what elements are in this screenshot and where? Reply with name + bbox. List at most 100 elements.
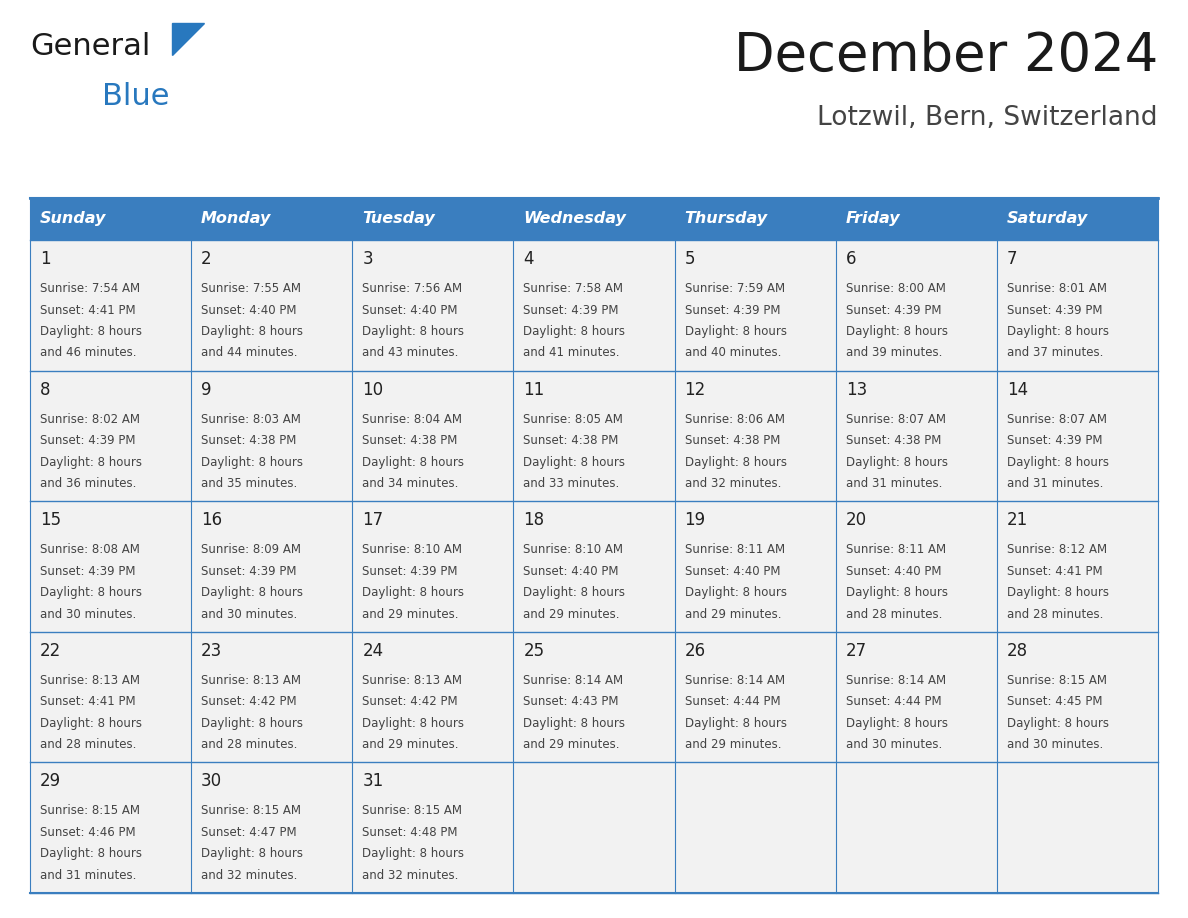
Text: Daylight: 8 hours: Daylight: 8 hours — [362, 717, 465, 730]
Text: and 34 minutes.: and 34 minutes. — [362, 477, 459, 490]
Bar — [675, 763, 835, 893]
Text: Sunset: 4:39 PM: Sunset: 4:39 PM — [362, 565, 457, 577]
Text: Sunset: 4:40 PM: Sunset: 4:40 PM — [524, 565, 619, 577]
Text: Sunrise: 8:11 AM: Sunrise: 8:11 AM — [684, 543, 785, 556]
Bar — [997, 501, 1158, 632]
Text: Sunset: 4:41 PM: Sunset: 4:41 PM — [40, 695, 135, 709]
Text: and 31 minutes.: and 31 minutes. — [846, 477, 942, 490]
Text: 7: 7 — [1007, 250, 1017, 268]
Text: Sunset: 4:44 PM: Sunset: 4:44 PM — [684, 695, 781, 709]
Text: Lotzwil, Bern, Switzerland: Lotzwil, Bern, Switzerland — [817, 105, 1158, 131]
Text: and 30 minutes.: and 30 minutes. — [846, 738, 942, 751]
Text: Daylight: 8 hours: Daylight: 8 hours — [40, 325, 143, 338]
Text: and 39 minutes.: and 39 minutes. — [846, 346, 942, 360]
Text: Sunset: 4:38 PM: Sunset: 4:38 PM — [201, 434, 297, 447]
Text: Friday: Friday — [846, 211, 901, 227]
Text: Daylight: 8 hours: Daylight: 8 hours — [201, 325, 303, 338]
Text: Daylight: 8 hours: Daylight: 8 hours — [524, 455, 625, 468]
Bar — [997, 763, 1158, 893]
Bar — [191, 501, 353, 632]
Text: and 32 minutes.: and 32 minutes. — [362, 869, 459, 882]
Text: Blue: Blue — [102, 82, 170, 111]
Text: Thursday: Thursday — [684, 211, 767, 227]
Text: Sunset: 4:43 PM: Sunset: 4:43 PM — [524, 695, 619, 709]
Text: Sunrise: 8:07 AM: Sunrise: 8:07 AM — [846, 412, 946, 426]
Text: Sunset: 4:39 PM: Sunset: 4:39 PM — [201, 565, 297, 577]
Text: and 46 minutes.: and 46 minutes. — [40, 346, 137, 360]
Text: Daylight: 8 hours: Daylight: 8 hours — [846, 325, 948, 338]
Bar — [191, 240, 353, 371]
Text: Sunset: 4:39 PM: Sunset: 4:39 PM — [684, 304, 781, 317]
Bar — [191, 632, 353, 763]
Text: and 31 minutes.: and 31 minutes. — [1007, 477, 1104, 490]
Text: Monday: Monday — [201, 211, 272, 227]
Text: Sunrise: 7:58 AM: Sunrise: 7:58 AM — [524, 282, 624, 295]
Text: Daylight: 8 hours: Daylight: 8 hours — [1007, 455, 1108, 468]
Bar — [675, 371, 835, 501]
Text: Sunrise: 8:05 AM: Sunrise: 8:05 AM — [524, 412, 624, 426]
Text: Sunrise: 8:15 AM: Sunrise: 8:15 AM — [362, 804, 462, 817]
Text: 14: 14 — [1007, 381, 1028, 398]
Bar — [675, 240, 835, 371]
Text: 20: 20 — [846, 511, 867, 529]
Bar — [675, 632, 835, 763]
Text: and 28 minutes.: and 28 minutes. — [201, 738, 297, 751]
Bar — [30, 501, 191, 632]
Text: Sunset: 4:38 PM: Sunset: 4:38 PM — [524, 434, 619, 447]
Text: Sunrise: 8:10 AM: Sunrise: 8:10 AM — [362, 543, 462, 556]
Text: Sunrise: 7:59 AM: Sunrise: 7:59 AM — [684, 282, 785, 295]
Text: Sunrise: 8:08 AM: Sunrise: 8:08 AM — [40, 543, 140, 556]
Text: Daylight: 8 hours: Daylight: 8 hours — [201, 455, 303, 468]
Text: and 29 minutes.: and 29 minutes. — [684, 738, 781, 751]
Text: Sunrise: 8:15 AM: Sunrise: 8:15 AM — [40, 804, 140, 817]
Text: 23: 23 — [201, 642, 222, 660]
Text: 26: 26 — [684, 642, 706, 660]
Text: Sunset: 4:40 PM: Sunset: 4:40 PM — [684, 565, 781, 577]
Text: Daylight: 8 hours: Daylight: 8 hours — [524, 587, 625, 599]
Text: Sunset: 4:39 PM: Sunset: 4:39 PM — [1007, 434, 1102, 447]
Text: Sunrise: 8:04 AM: Sunrise: 8:04 AM — [362, 412, 462, 426]
Text: Daylight: 8 hours: Daylight: 8 hours — [362, 587, 465, 599]
Text: Sunset: 4:42 PM: Sunset: 4:42 PM — [201, 695, 297, 709]
Text: Daylight: 8 hours: Daylight: 8 hours — [40, 717, 143, 730]
Text: Sunset: 4:47 PM: Sunset: 4:47 PM — [201, 826, 297, 839]
Text: Sunset: 4:39 PM: Sunset: 4:39 PM — [524, 304, 619, 317]
Text: Sunset: 4:41 PM: Sunset: 4:41 PM — [40, 304, 135, 317]
Bar — [997, 632, 1158, 763]
Bar — [675, 501, 835, 632]
Text: December 2024: December 2024 — [734, 30, 1158, 82]
Text: Sunrise: 8:15 AM: Sunrise: 8:15 AM — [1007, 674, 1107, 687]
Text: Sunset: 4:39 PM: Sunset: 4:39 PM — [846, 304, 941, 317]
Bar — [513, 371, 675, 501]
Text: and 36 minutes.: and 36 minutes. — [40, 477, 137, 490]
Bar — [191, 371, 353, 501]
Text: 10: 10 — [362, 381, 384, 398]
Text: Sunrise: 8:02 AM: Sunrise: 8:02 AM — [40, 412, 140, 426]
Text: Sunrise: 8:06 AM: Sunrise: 8:06 AM — [684, 412, 784, 426]
Text: 30: 30 — [201, 772, 222, 790]
Text: and 32 minutes.: and 32 minutes. — [684, 477, 781, 490]
Text: Daylight: 8 hours: Daylight: 8 hours — [40, 847, 143, 860]
Text: 31: 31 — [362, 772, 384, 790]
Bar — [835, 371, 997, 501]
Text: Daylight: 8 hours: Daylight: 8 hours — [1007, 717, 1108, 730]
Text: 28: 28 — [1007, 642, 1028, 660]
Text: Sunset: 4:45 PM: Sunset: 4:45 PM — [1007, 695, 1102, 709]
Bar — [353, 501, 513, 632]
Text: Sunrise: 8:15 AM: Sunrise: 8:15 AM — [201, 804, 301, 817]
Text: 25: 25 — [524, 642, 544, 660]
Bar — [30, 371, 191, 501]
Text: Sunrise: 8:14 AM: Sunrise: 8:14 AM — [846, 674, 946, 687]
Text: and 30 minutes.: and 30 minutes. — [201, 608, 297, 621]
Text: and 29 minutes.: and 29 minutes. — [684, 608, 781, 621]
Text: and 28 minutes.: and 28 minutes. — [1007, 608, 1104, 621]
Text: and 40 minutes.: and 40 minutes. — [684, 346, 781, 360]
Text: and 29 minutes.: and 29 minutes. — [362, 738, 459, 751]
Text: Saturday: Saturday — [1007, 211, 1088, 227]
Bar — [353, 371, 513, 501]
Bar — [513, 240, 675, 371]
Text: and 33 minutes.: and 33 minutes. — [524, 477, 620, 490]
Text: Daylight: 8 hours: Daylight: 8 hours — [684, 325, 786, 338]
Text: 21: 21 — [1007, 511, 1028, 529]
Text: and 37 minutes.: and 37 minutes. — [1007, 346, 1104, 360]
